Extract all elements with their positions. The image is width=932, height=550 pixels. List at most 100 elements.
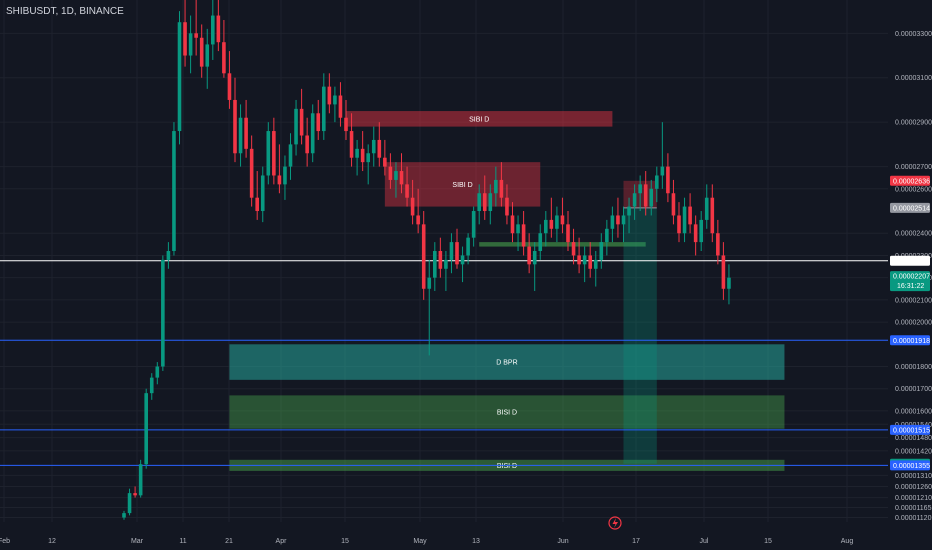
candle bbox=[133, 486, 137, 498]
candle bbox=[699, 211, 703, 252]
candle bbox=[671, 179, 676, 225]
candle-body bbox=[449, 242, 454, 260]
candle-body bbox=[338, 95, 343, 118]
candle bbox=[294, 99, 298, 156]
price-tag-text: 0.00002207 bbox=[893, 274, 930, 281]
candle-body bbox=[455, 242, 459, 265]
position-tool[interactable] bbox=[623, 180, 657, 464]
candle-body bbox=[555, 215, 559, 229]
target-zone bbox=[623, 207, 657, 464]
candle-body bbox=[544, 219, 548, 234]
candle bbox=[416, 188, 420, 234]
price-tick-label: 0.00001120 bbox=[895, 515, 932, 522]
candle-body bbox=[566, 224, 570, 243]
candle-body bbox=[655, 175, 659, 189]
candle bbox=[638, 175, 642, 212]
candle bbox=[211, 0, 215, 60]
candle-body bbox=[177, 22, 182, 132]
candle-body bbox=[588, 255, 592, 269]
countdown-text: 16:31:22 bbox=[897, 283, 924, 290]
candle bbox=[161, 255, 165, 371]
candle bbox=[605, 219, 609, 256]
candle bbox=[322, 73, 326, 140]
candle-body bbox=[649, 188, 654, 207]
candle-body bbox=[227, 73, 232, 100]
candle bbox=[138, 459, 143, 498]
candle bbox=[410, 179, 415, 225]
candle bbox=[227, 51, 232, 109]
candle-body bbox=[721, 255, 726, 289]
price-tag bbox=[890, 424, 930, 435]
candle bbox=[510, 202, 515, 243]
candle bbox=[610, 206, 615, 243]
candle-body bbox=[666, 166, 670, 194]
candle bbox=[338, 82, 343, 127]
candle bbox=[327, 73, 332, 114]
price-tag-text: 0.00001918 bbox=[893, 338, 930, 345]
candle-body bbox=[571, 242, 576, 256]
candle bbox=[538, 224, 543, 260]
candle bbox=[643, 171, 648, 216]
candle-body bbox=[538, 233, 543, 252]
zone-label: BISI D bbox=[497, 463, 517, 470]
candle-body bbox=[299, 108, 304, 136]
candle-body bbox=[605, 228, 609, 243]
candle-body bbox=[371, 139, 376, 154]
candle bbox=[532, 242, 537, 291]
price-tag bbox=[890, 271, 930, 292]
zone-box bbox=[384, 162, 541, 207]
candle-body bbox=[593, 259, 598, 269]
time-axis[interactable]: Feb 12 Mar 11 21 Apr 15 May 13 Jun 17 Jul 15 Aug bbox=[0, 538, 853, 545]
candle-body bbox=[161, 259, 165, 367]
price-tick-label: 0.00001165 bbox=[895, 505, 932, 512]
candle bbox=[621, 206, 626, 243]
candle-body bbox=[516, 224, 520, 234]
candle bbox=[310, 104, 315, 163]
candle-body bbox=[183, 22, 187, 56]
candle bbox=[355, 139, 359, 176]
candle-body bbox=[255, 197, 259, 212]
price-axis[interactable]: 0.00003300 0.00003100 0.00002900 0.00002700… bbox=[890, 31, 932, 522]
candle bbox=[222, 19, 226, 78]
candle bbox=[677, 202, 681, 243]
price-tag-text: 0.00002276 bbox=[893, 258, 930, 265]
bolt-icon[interactable] bbox=[608, 516, 622, 530]
price-tick-label: 0.00001260 bbox=[895, 484, 932, 491]
time-tick-label: Apr bbox=[276, 538, 288, 545]
candle-body bbox=[688, 206, 692, 225]
candle-body bbox=[499, 179, 504, 198]
candle-body bbox=[693, 224, 698, 243]
candle-body bbox=[233, 99, 237, 154]
zone-box bbox=[346, 111, 613, 127]
candle bbox=[172, 122, 176, 256]
candle-body bbox=[266, 131, 271, 176]
price-tag-text: 0.00001515 bbox=[893, 427, 930, 434]
candle-body bbox=[466, 237, 470, 256]
candle-body bbox=[549, 219, 554, 229]
candle-body bbox=[632, 193, 637, 207]
candle-body bbox=[211, 15, 215, 45]
candle-body bbox=[438, 251, 443, 269]
candle-body bbox=[399, 171, 404, 185]
candle-body bbox=[149, 377, 154, 394]
candles-layer bbox=[122, 0, 731, 520]
candle-body bbox=[155, 366, 160, 378]
candle bbox=[566, 211, 570, 252]
candle bbox=[627, 197, 631, 234]
price-tick-label: 0.00001700 bbox=[895, 386, 932, 393]
candle bbox=[727, 264, 731, 305]
candle bbox=[716, 219, 720, 265]
time-tick-label: Jun bbox=[557, 538, 568, 545]
time-tick-label: Jul bbox=[700, 538, 709, 545]
candle-body bbox=[366, 153, 370, 163]
price-tag bbox=[890, 202, 930, 213]
candle-body bbox=[477, 193, 481, 212]
candle-body bbox=[172, 131, 176, 252]
candle-body bbox=[621, 215, 626, 225]
candle bbox=[549, 197, 554, 238]
candle-body bbox=[244, 117, 248, 149]
candle bbox=[388, 153, 393, 189]
time-tick-label: May bbox=[413, 538, 427, 545]
candle-body bbox=[727, 277, 731, 289]
